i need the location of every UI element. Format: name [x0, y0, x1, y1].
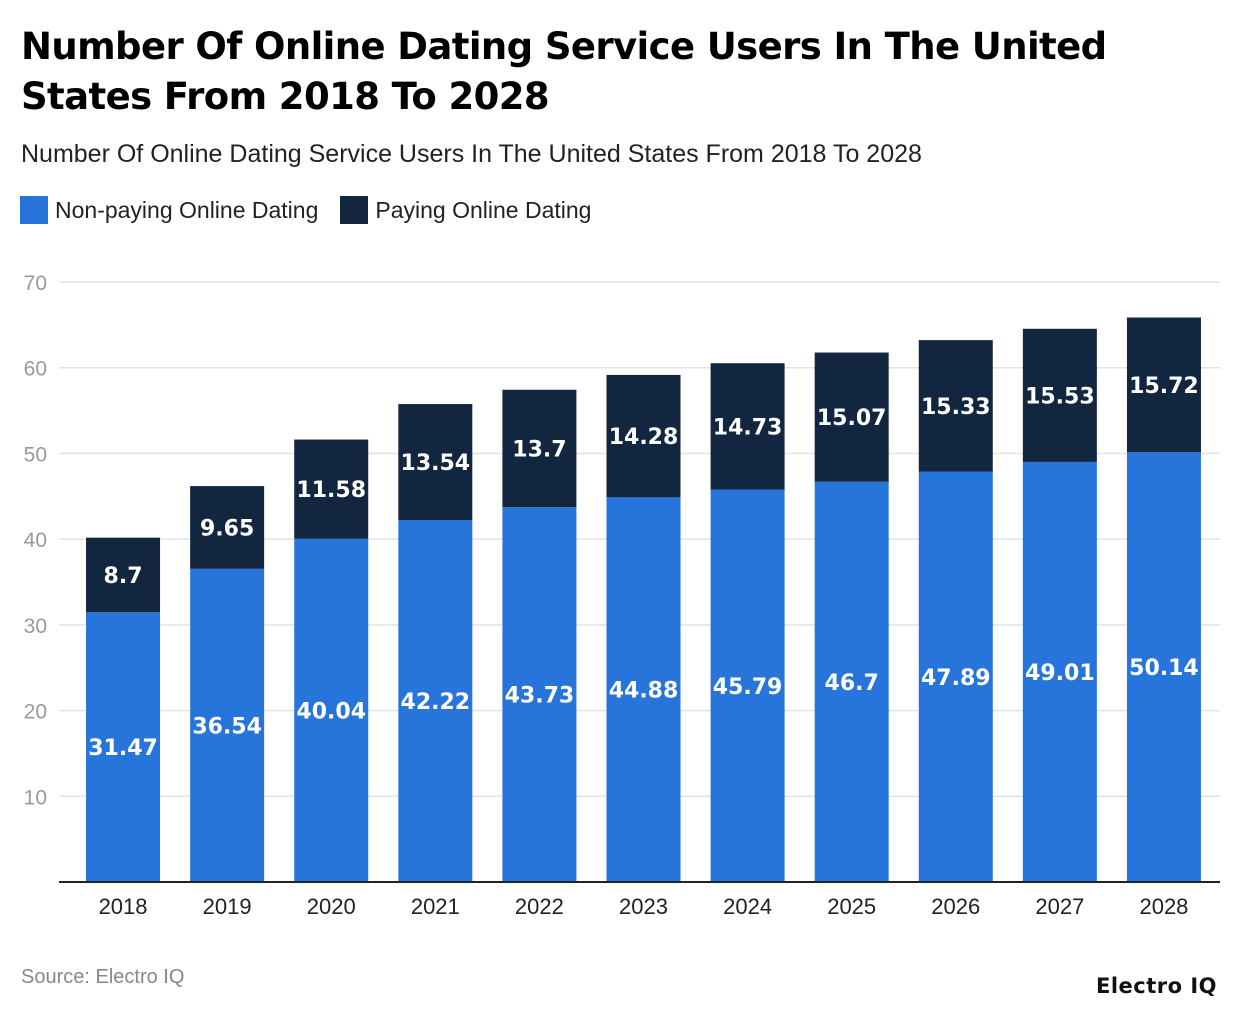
bar-non-paying [502, 507, 577, 882]
chart-title: Number Of Online Dating Service Users In… [21, 25, 1107, 118]
x-tick-label: 2024 [723, 894, 772, 919]
y-tick-label: 70 [24, 272, 47, 295]
x-tick-label: 2022 [515, 894, 564, 919]
bar-paying [1022, 328, 1097, 462]
legend-swatch-paying [340, 196, 369, 224]
y-tick-label: 40 [24, 529, 47, 552]
bar-paying [918, 340, 993, 472]
data-label-paying: 14.28 [609, 425, 679, 450]
data-label-non-paying: 40.04 [296, 699, 366, 724]
x-tick-label: 2019 [203, 894, 252, 919]
legend-item-paying[interactable]: Paying Online Dating [340, 196, 591, 224]
bar-paying [502, 389, 577, 508]
x-tick-label: 2025 [827, 894, 876, 919]
data-label-paying: 15.33 [921, 395, 991, 420]
bar-non-paying [398, 520, 473, 882]
bar-non-paying [294, 538, 369, 882]
bar-paying [398, 404, 473, 521]
data-label-non-paying: 49.01 [1025, 661, 1095, 686]
data-label-non-paying: 45.79 [713, 675, 783, 700]
bar-paying [1126, 317, 1201, 453]
bar-non-paying [710, 489, 785, 882]
data-label-paying: 15.53 [1025, 384, 1095, 409]
bar-non-paying [86, 612, 161, 882]
data-label-non-paying: 31.47 [88, 736, 158, 761]
bar-paying [294, 439, 369, 539]
x-tick-label: 2028 [1139, 894, 1188, 919]
data-label-non-paying: 50.14 [1129, 656, 1199, 681]
bar-non-paying [190, 568, 265, 882]
bar-paying [814, 352, 889, 482]
y-tick-label: 10 [24, 786, 47, 809]
data-label-paying: 13.7 [512, 437, 566, 462]
bar-non-paying [1022, 461, 1097, 882]
bar-non-paying [918, 471, 993, 882]
data-label-non-paying: 47.89 [921, 666, 991, 691]
x-tick-label: 2026 [931, 894, 980, 919]
y-tick-label: 50 [24, 443, 47, 466]
x-tick-label: 2027 [1035, 894, 1084, 919]
x-tick-label: 2023 [619, 894, 668, 919]
data-label-non-paying: 44.88 [609, 679, 679, 704]
legend: Non-paying Online Dating Paying Online D… [20, 196, 613, 224]
x-tick-label: 2020 [307, 894, 356, 919]
source-note: Source: Electro IQ [21, 966, 185, 988]
legend-item-non-paying[interactable]: Non-paying Online Dating [20, 196, 318, 224]
data-label-non-paying: 42.22 [401, 690, 471, 715]
bar-non-paying [1126, 452, 1201, 882]
x-tick-label: 2021 [411, 894, 460, 919]
legend-label-non-paying: Non-paying Online Dating [55, 196, 319, 223]
data-label-non-paying: 46.7 [825, 671, 879, 696]
y-tick-label: 30 [24, 615, 47, 638]
data-label-paying: 11.58 [296, 478, 366, 503]
chart-subtitle: Number Of Online Dating Service Users In… [21, 140, 922, 168]
data-label-paying: 14.73 [713, 415, 783, 440]
data-label-paying: 13.54 [401, 451, 471, 476]
data-label-paying: 15.72 [1129, 374, 1199, 399]
y-tick-label: 20 [24, 701, 47, 724]
x-tick-label: 2018 [99, 894, 148, 919]
bar-paying [86, 537, 161, 613]
bar-non-paying [606, 497, 681, 882]
data-label-paying: 15.07 [817, 406, 887, 431]
bar-paying [606, 374, 681, 498]
data-label-non-paying: 43.73 [505, 684, 575, 709]
bar-non-paying [814, 481, 889, 882]
bar-paying [190, 486, 265, 569]
legend-swatch-non-paying [20, 196, 48, 224]
legend-label-paying: Paying Online Dating [375, 196, 592, 223]
electro-iq-logo: Electro IQ [1096, 974, 1218, 998]
data-label-non-paying: 36.54 [192, 714, 262, 739]
data-label-paying: 8.7 [104, 564, 143, 589]
data-label-paying: 9.65 [200, 516, 254, 541]
y-tick-label: 60 [24, 358, 47, 381]
bar-paying [710, 363, 785, 490]
